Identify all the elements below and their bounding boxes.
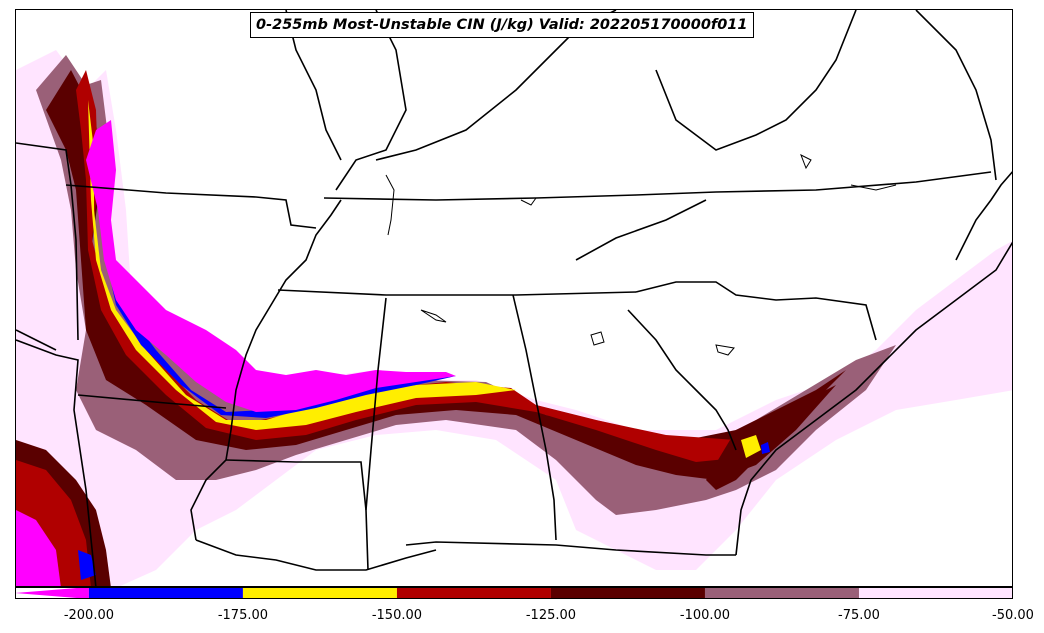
colorbar-bin [704,587,859,599]
cin-se-blue [761,442,770,454]
colorbar-tick-label: -100.00 [679,608,731,623]
boundary-sc-georgia-river [627,309,737,451]
boundary-arkansas-louisiana [77,394,227,409]
map-frame [15,9,1013,587]
boundary-texas-coast [16,329,57,351]
boundary-oklahoma-arkansas [16,142,79,341]
colorbar-bin [15,587,89,599]
cin-se-darkred [706,370,846,490]
boundary-west-virginia [655,10,857,151]
boundary-virginia [915,10,997,181]
boundary-gulf-coast [195,539,437,571]
boundary-kentucky-tennessee [323,171,992,201]
cin-band-red [76,70,816,462]
lake-4 [800,153,812,170]
boundary-mississippi-river [190,199,342,541]
lake-5 [850,184,897,191]
colorbar-tick-label: -150.00 [371,608,423,623]
lake-7 [385,174,395,236]
colorbar-tick-label: -125.00 [525,608,577,623]
boundary-ohio-river [335,10,407,191]
boundary-florida-coast [735,241,1012,556]
lakes [385,153,897,356]
colorbar-tick-label: -75.00 [838,608,880,623]
boundary-tn-ms-al [277,289,637,296]
lake-2 [590,331,605,346]
boundary-alabama-georgia [512,294,557,541]
cin-shading [16,50,1012,586]
lake-3 [715,344,735,356]
colorbar-bin [88,587,243,599]
colorbar-tick-label: -200.00 [63,608,115,623]
lake-6 [520,197,537,206]
boundary-louisiana-mississippi [225,459,367,511]
cin-sw-blue [78,550,96,580]
boundary-georgia-florida [405,541,736,556]
state-boundaries [16,10,1012,586]
cin-se-yellow [741,435,761,458]
lake-1 [420,309,447,323]
cin-map [16,10,1012,586]
colorbar [15,587,1013,599]
boundary-north-carolina-virginia [575,199,707,261]
cin-band-magenta [86,120,456,412]
colorbar-bin [858,587,1013,599]
colorbar-bin [396,587,551,599]
boundary-mississippi-alabama [365,297,387,571]
colorbar-bin [242,587,397,599]
boundary-texas-oklahoma [16,339,97,586]
cin-sw-magenta [16,510,61,586]
colorbar-tick-label: -175.00 [217,608,269,623]
boundary-missouri-arkansas [65,184,317,229]
colorbar-bin [550,587,705,599]
boundary-nc-coast [955,171,1012,261]
map-title: 0-255mb Most-Unstable CIN (J/kg) Valid: … [250,12,754,38]
colorbar-tick-label: -50.00 [992,608,1034,623]
boundary-georgia-carolinas [635,281,877,341]
